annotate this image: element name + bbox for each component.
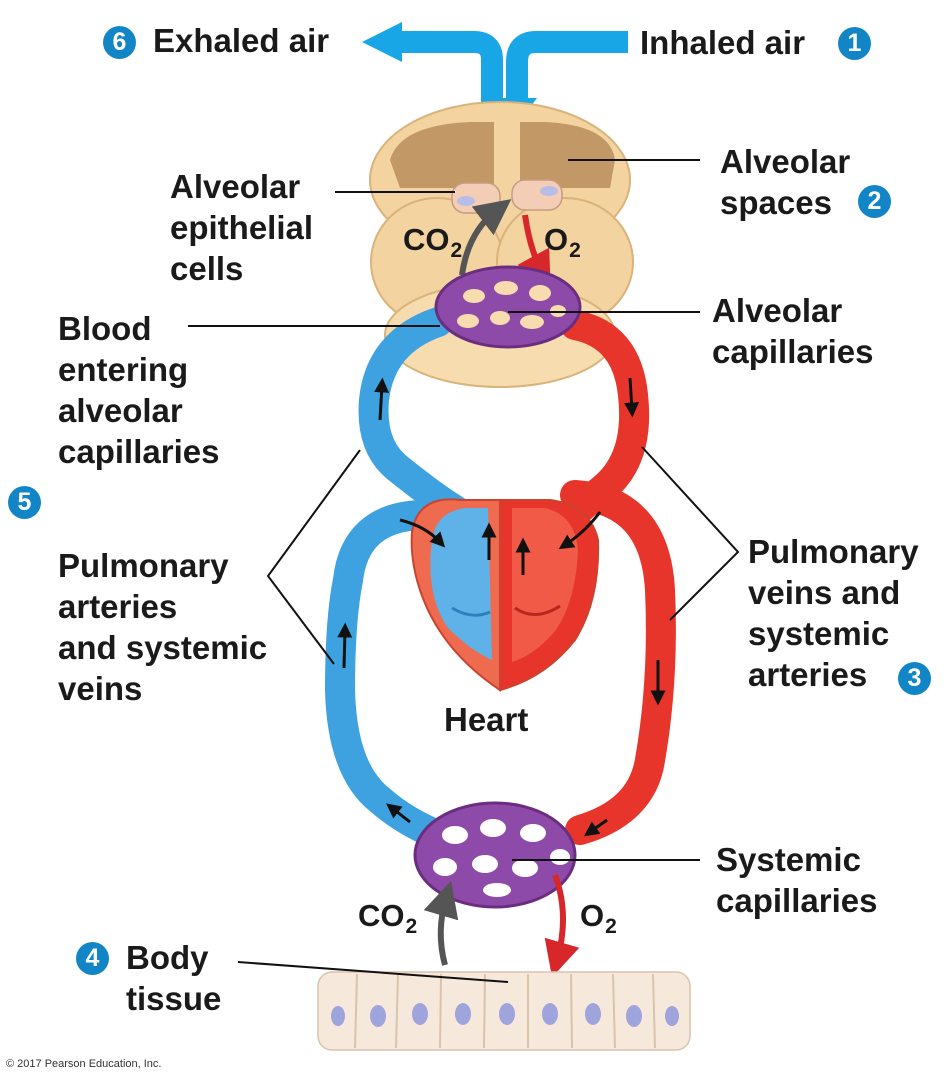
o2-label-bottom: O2	[580, 898, 617, 938]
co2-arrow	[423, 880, 459, 966]
step-2-badge: 2	[858, 185, 891, 218]
co2-label-bottom: CO2	[358, 898, 418, 938]
body-tissue-label: Body tissue	[126, 939, 222, 1017]
pulmonary-veins-systemic-arteries-label: Pulmonary veins and systemic arteries	[748, 533, 919, 693]
exhaled-air-label: Exhaled air	[153, 22, 330, 59]
step-1-badge: 1	[838, 27, 871, 60]
flow-arrow	[337, 377, 666, 837]
co2-label-top: CO2	[403, 222, 463, 262]
o2-label-top: O2	[544, 222, 581, 262]
step-5-badge: 5	[8, 486, 41, 519]
step-6-badge: 6	[103, 26, 136, 59]
systemic-capillaries-label: Systemic capillaries	[716, 841, 878, 919]
o2-arrow	[517, 214, 551, 288]
co2-arrow	[459, 199, 512, 276]
exhaled-air-arrow	[362, 22, 503, 118]
oxygenated-vessels	[547, 310, 676, 845]
step-4-badge: 4	[76, 942, 109, 975]
step-3-badge: 3	[898, 662, 931, 695]
alveolar-capillary-network	[434, 265, 582, 349]
heart-label: Heart	[444, 701, 529, 738]
blood-entering-alveolar-capillaries-label: Blood entering alveolar capillaries	[58, 310, 220, 470]
pulmonary-arteries-systemic-veins-label: Pulmonary arteries and systemic veins	[58, 547, 268, 707]
inhaled-air-label: Inhaled air	[640, 24, 806, 61]
alveolar-epithelial-cells-label: Alveolar epithelial cells	[170, 168, 314, 287]
leader-lines	[188, 159, 740, 983]
o2-arrow	[544, 873, 580, 978]
heart	[410, 498, 600, 692]
alveolar-capillaries-label: Alveolar capillaries	[712, 292, 874, 370]
copyright-notice: © 2017 Pearson Education, Inc.	[6, 1058, 162, 1070]
alveolar-spaces-label: Alveolar spaces	[720, 143, 851, 221]
body-tissue-cells	[317, 971, 691, 1051]
systemic-capillary-network	[413, 801, 577, 909]
